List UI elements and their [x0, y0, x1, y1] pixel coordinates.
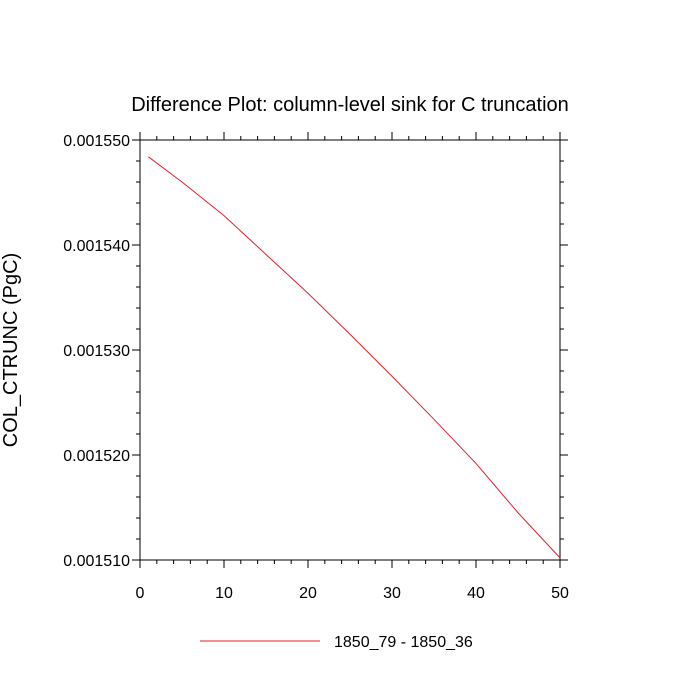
y-tick-label: 0.001510	[63, 553, 130, 570]
y-tick-label: 0.001530	[63, 343, 130, 360]
x-tick-label: 30	[383, 585, 401, 602]
x-axis-ticks: 0 10 20 30 40 50	[136, 132, 569, 602]
y-axis-ticks: 0.001510 0.001520 0.001530 0.001540 0.001550	[63, 133, 568, 570]
y-tick-label: 0.001550	[63, 133, 130, 150]
plot-frame	[139, 139, 561, 561]
x-tick-label: 40	[467, 585, 485, 602]
minor-ticks	[136, 136, 564, 564]
x-tick-label: 0	[136, 585, 145, 602]
x-tick-label: 20	[299, 585, 317, 602]
series-line	[148, 156, 561, 559]
y-axis-label: COL_CTRUNC (PgC)	[0, 253, 22, 447]
y-tick-label: 0.001540	[63, 238, 130, 255]
chart-title: Difference Plot: column-level sink for C…	[131, 94, 569, 116]
y-tick-label: 0.001520	[63, 448, 130, 465]
legend-label: 1850_79 - 1850_36	[334, 634, 473, 651]
x-tick-label: 10	[215, 585, 233, 602]
x-tick-label: 50	[551, 585, 569, 602]
